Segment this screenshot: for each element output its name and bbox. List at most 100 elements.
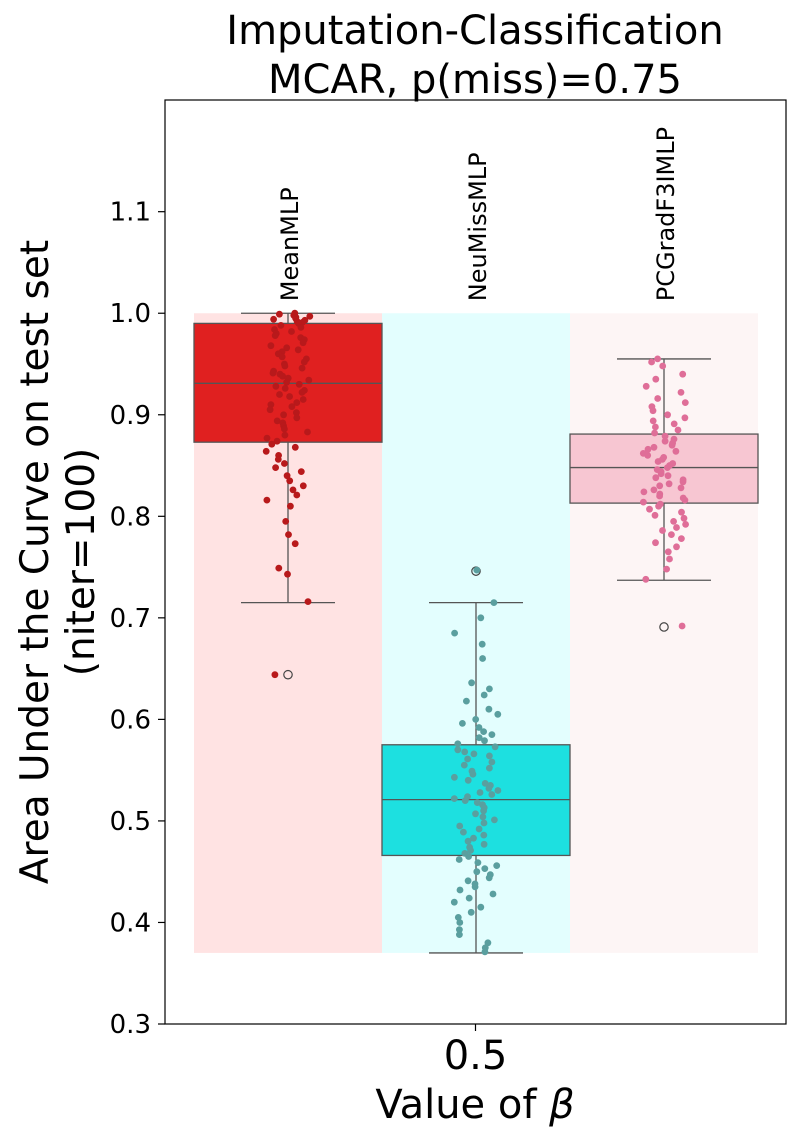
y-axis-label-line1: Area Under the Curve on test set <box>13 240 58 884</box>
data-point <box>277 322 285 329</box>
data-point <box>281 425 288 433</box>
y-tick-label: 1.1 <box>110 198 151 228</box>
data-point <box>481 780 489 787</box>
chart-title-line1: Imputation-Classification <box>226 8 723 54</box>
data-point <box>464 837 472 845</box>
data-point <box>269 369 277 377</box>
data-point <box>677 389 685 396</box>
data-point <box>460 828 467 836</box>
data-point <box>651 429 658 437</box>
y-tick-label: 0.5 <box>110 807 151 837</box>
data-point <box>485 874 493 882</box>
data-point <box>665 480 673 488</box>
data-point <box>480 831 488 839</box>
data-point <box>477 903 485 911</box>
data-point <box>475 825 483 833</box>
data-point <box>272 464 279 471</box>
data-point <box>300 358 308 366</box>
data-point <box>652 539 659 547</box>
x-axis: 0.5 <box>444 1024 508 1079</box>
series-label: NeuMissMLP <box>464 152 492 301</box>
data-point <box>465 853 472 860</box>
data-point <box>678 508 685 516</box>
data-point <box>266 406 274 414</box>
data-point <box>661 432 669 440</box>
data-point <box>288 403 296 410</box>
strip-points <box>262 309 689 956</box>
data-point <box>280 411 287 419</box>
data-point <box>475 734 483 742</box>
data-point <box>467 908 475 916</box>
data-point <box>479 655 486 662</box>
data-point <box>289 486 297 494</box>
data-point <box>286 393 293 400</box>
data-point <box>655 502 662 510</box>
data-point <box>480 840 488 848</box>
data-point <box>494 787 502 794</box>
data-point <box>656 482 664 490</box>
data-point <box>293 399 301 406</box>
data-point <box>681 496 689 504</box>
data-point <box>648 358 655 366</box>
data-point <box>651 511 659 519</box>
data-point <box>642 382 650 390</box>
data-point <box>493 862 501 869</box>
series-label: MeanMLP <box>276 187 304 301</box>
y-tick-label: 0.7 <box>110 604 151 634</box>
y-tick-label: 0.6 <box>110 705 151 735</box>
data-point <box>476 789 484 796</box>
data-point <box>459 720 466 727</box>
data-point <box>489 890 497 898</box>
data-point <box>649 417 657 425</box>
data-point <box>484 939 492 947</box>
data-point <box>306 312 314 320</box>
data-point <box>293 491 301 499</box>
data-point <box>298 364 306 372</box>
data-point <box>298 389 306 396</box>
boxplots <box>193 312 759 954</box>
data-point <box>473 566 481 574</box>
data-point <box>279 372 286 380</box>
data-point <box>659 362 667 370</box>
data-point <box>650 443 658 451</box>
data-point <box>456 822 464 830</box>
data-point <box>470 834 477 842</box>
data-point <box>678 622 686 630</box>
data-point <box>473 799 481 806</box>
data-point <box>479 813 487 821</box>
y-tick-label: 1.0 <box>110 299 151 329</box>
data-point <box>661 437 669 445</box>
data-point <box>464 776 472 784</box>
data-point <box>461 748 469 756</box>
data-point <box>283 472 291 480</box>
data-point <box>283 378 290 386</box>
data-point <box>304 428 311 436</box>
data-point <box>299 396 307 403</box>
data-point <box>294 346 302 354</box>
data-point <box>654 458 662 465</box>
data-point <box>642 575 650 583</box>
data-point <box>273 417 281 425</box>
series-label: PCGradF3IMLP <box>652 127 680 301</box>
y-axis: 0.3 0.4 0.5 0.6 0.7 0.8 0.9 1.0 1.1 <box>110 198 165 1040</box>
data-point <box>640 498 647 506</box>
data-point <box>472 716 480 723</box>
data-point <box>674 426 682 434</box>
data-point <box>451 629 458 637</box>
data-point <box>295 380 303 388</box>
data-point <box>304 598 312 605</box>
data-point <box>672 447 680 455</box>
data-point <box>468 679 475 687</box>
outlier-marker <box>283 669 293 680</box>
data-point <box>268 440 276 448</box>
x-tick-label: 0.5 <box>444 1033 508 1079</box>
data-point <box>478 640 486 648</box>
data-point <box>650 486 658 494</box>
y-tick-label: 0.3 <box>110 1010 151 1040</box>
data-point <box>272 382 280 390</box>
data-point <box>271 332 279 339</box>
data-point <box>486 752 493 760</box>
data-point <box>299 482 307 490</box>
data-point <box>456 931 463 938</box>
